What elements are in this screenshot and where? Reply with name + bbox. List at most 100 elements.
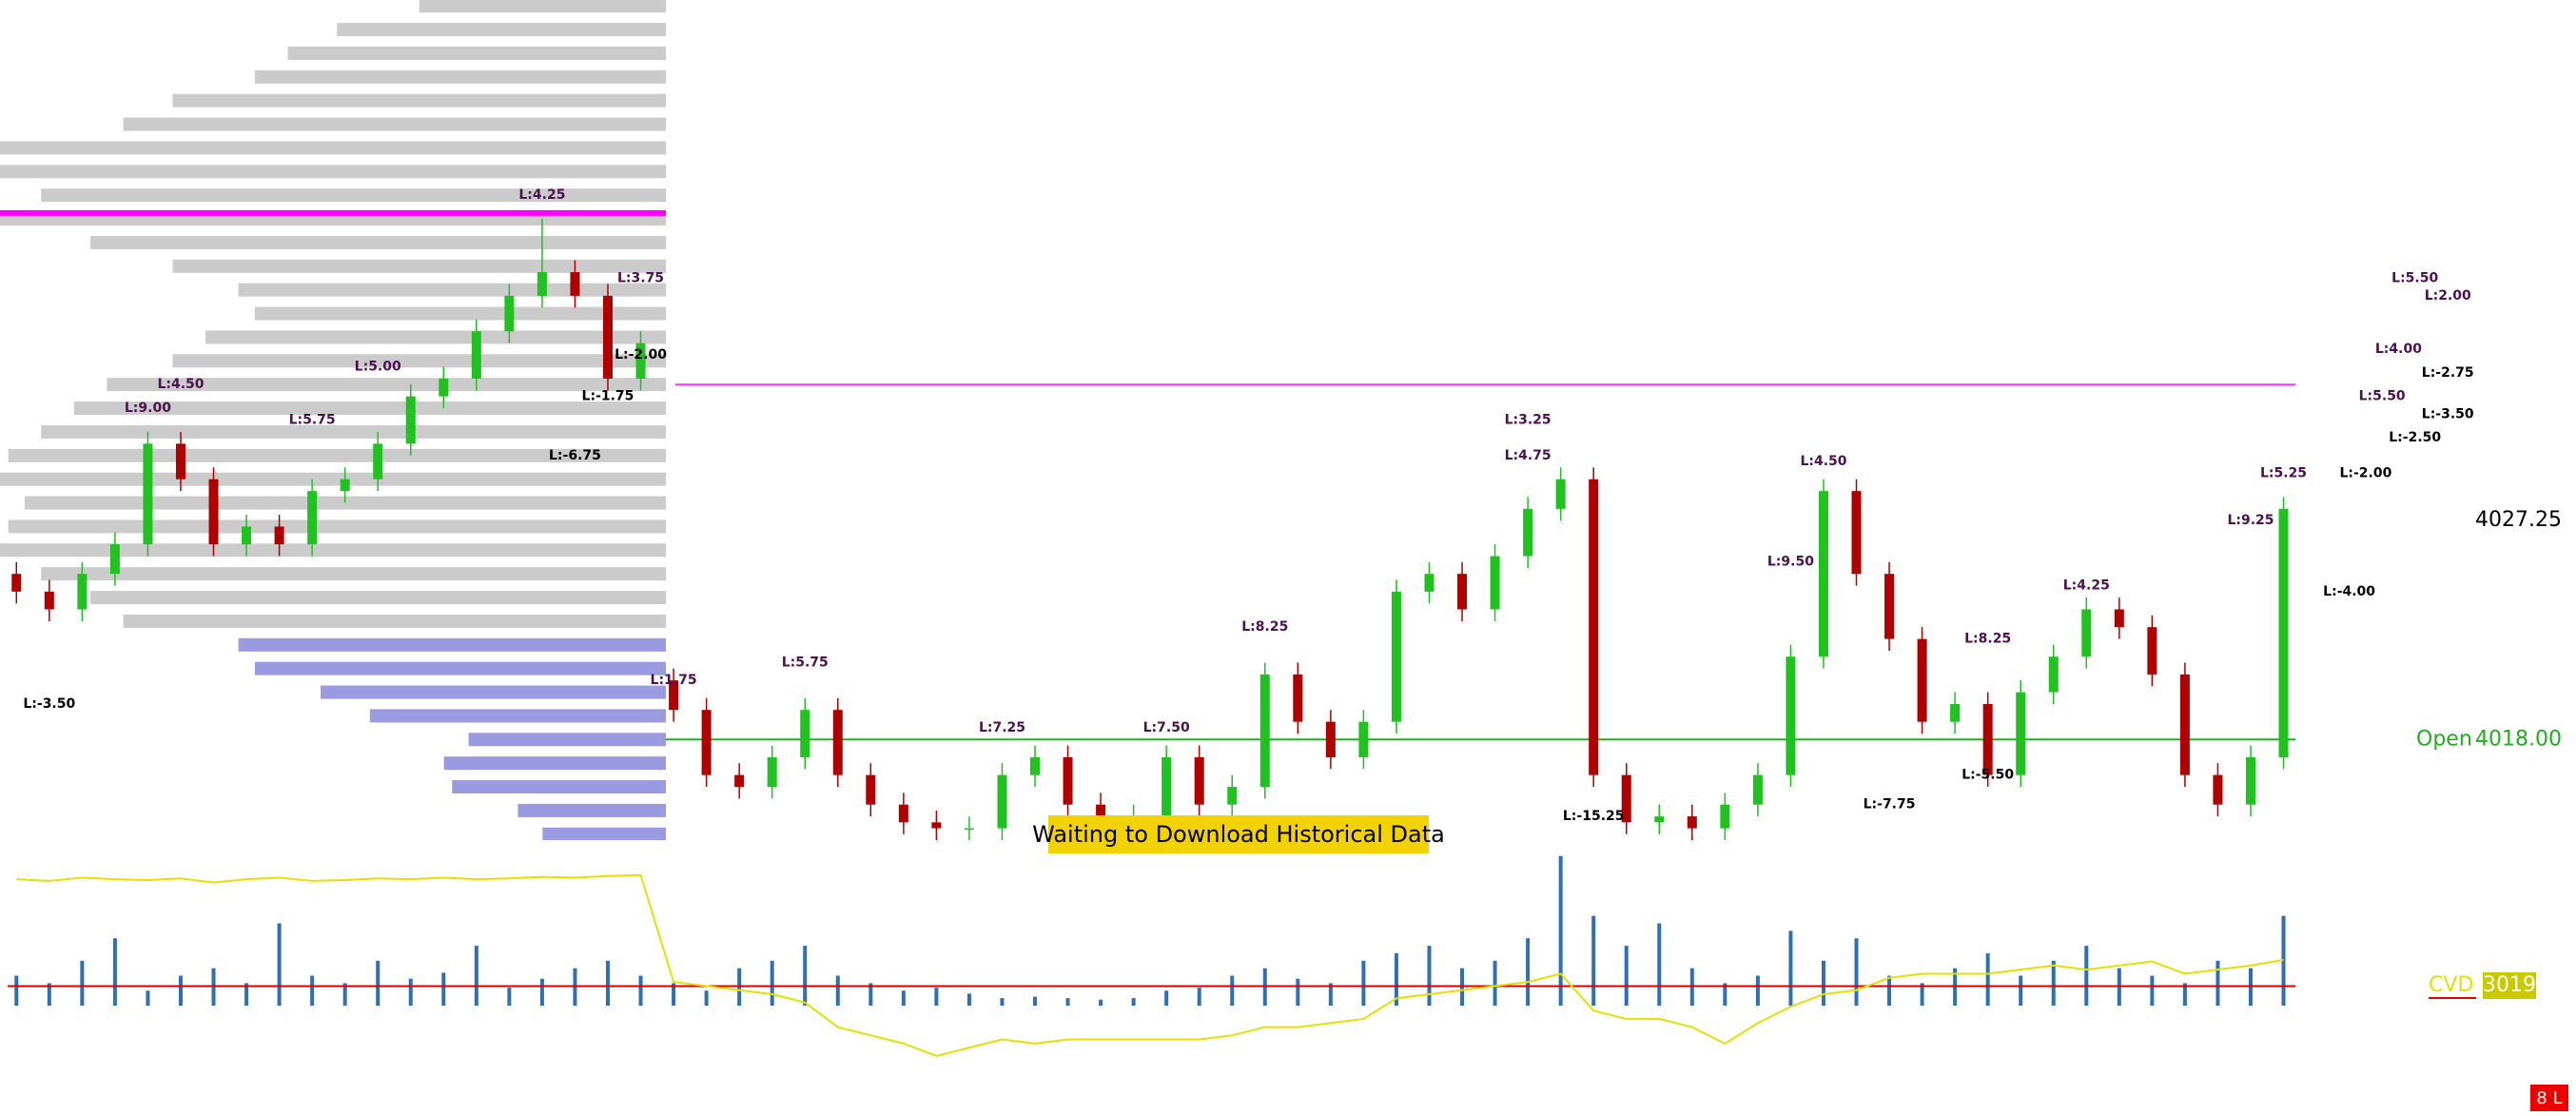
candle-body <box>1786 656 1796 775</box>
volume-bar <box>178 975 183 1006</box>
candle-body <box>635 343 646 379</box>
cvd-value: 3019 <box>2483 973 2536 997</box>
level-label: L:5.75 <box>289 413 336 428</box>
profile-bar <box>0 472 666 486</box>
level-label: L:5.50 <box>2391 270 2438 285</box>
profile-bar <box>107 378 666 392</box>
candle-body <box>2147 627 2157 675</box>
volume-bar <box>14 975 19 1006</box>
candle-body <box>307 491 318 545</box>
candle-body <box>866 774 876 805</box>
profile-bar <box>452 780 666 794</box>
candle-body <box>109 544 120 575</box>
candle-body <box>373 443 383 480</box>
candle-body <box>1063 756 1073 805</box>
status-text: Waiting to Download Historical Data <box>1032 821 1445 848</box>
volume-bar <box>539 978 544 1006</box>
candle-body <box>405 396 416 444</box>
candle-body <box>1818 491 1828 657</box>
candle-body <box>1884 574 1895 639</box>
volume-bar <box>1099 999 1103 1006</box>
candle-body <box>997 774 1007 829</box>
volume-bar <box>1131 998 1136 1006</box>
candle-body <box>1752 774 1763 805</box>
profile-bar <box>337 23 666 37</box>
level-label: L:4.75 <box>1505 448 1551 463</box>
volume-bar <box>2051 960 2056 1006</box>
volume-bar <box>1657 923 1662 1006</box>
profile-bar <box>321 685 666 699</box>
volume-bar <box>1755 975 1760 1006</box>
candle-body <box>1621 774 1631 823</box>
volume-bar <box>1591 915 1596 1006</box>
candle-body <box>1851 491 1862 575</box>
volume-bar <box>1000 998 1005 1006</box>
candle-body <box>964 828 974 831</box>
volume-bar <box>1526 938 1531 1006</box>
volume-bar <box>244 983 249 1006</box>
volume-bar <box>2182 983 2187 1006</box>
badge-text: 8 L <box>2536 1088 2562 1108</box>
volume-bar <box>868 983 873 1006</box>
candle-body <box>570 272 580 296</box>
profile-bar <box>0 141 666 155</box>
level-label: L:-2.75 <box>2422 365 2474 381</box>
profile-bar <box>254 661 666 675</box>
level-label: L:-7.75 <box>1864 797 1916 813</box>
level-label: L:-3.50 <box>23 696 75 712</box>
candle-body <box>767 756 777 788</box>
level-label: L:-6.75 <box>549 448 601 463</box>
volume-bar <box>1197 988 1201 1006</box>
candle-body <box>1457 574 1468 610</box>
candle-body <box>800 710 810 757</box>
volume-bar <box>638 975 643 1006</box>
volume-bar <box>1788 930 1793 1006</box>
profile-bar <box>238 283 666 297</box>
cvd-line <box>16 873 2284 1057</box>
profile-bar <box>90 235 667 249</box>
volume-bar <box>112 938 117 1006</box>
candle-body <box>11 574 22 592</box>
volume-bar <box>1164 990 1169 1006</box>
candle-body <box>1194 756 1204 805</box>
volume-bar <box>474 946 478 1006</box>
volume-bar <box>672 983 676 1006</box>
level-label: L:-3.50 <box>2422 406 2474 421</box>
candle-body <box>1720 804 1730 829</box>
volume-bar <box>1361 960 1366 1006</box>
candle-body <box>2245 756 2255 805</box>
candle-body <box>242 526 252 545</box>
volume-bar <box>1920 983 1924 1006</box>
volume-bar <box>2150 975 2155 1006</box>
candle-body <box>669 680 679 711</box>
candle-body <box>2179 674 2190 775</box>
candle-body <box>504 295 515 332</box>
candle-body <box>1589 479 1599 775</box>
candle-body <box>832 710 843 775</box>
profile-bar <box>8 519 667 534</box>
volume-bar <box>1854 938 1859 1006</box>
cvd-name: CVD <box>2429 973 2473 997</box>
candle-body <box>2114 609 2124 628</box>
volume-bar <box>835 975 840 1006</box>
level-label: L:7.50 <box>1143 720 1190 735</box>
candle-body <box>1424 574 1434 592</box>
level-label: L:5.50 <box>2359 389 2406 404</box>
volume-bar <box>2019 975 2023 1006</box>
level-label: L:3.75 <box>617 270 664 285</box>
candle-body <box>2278 508 2289 757</box>
volume-bar <box>80 960 85 1006</box>
candle-body <box>931 822 942 829</box>
candle-body <box>44 591 54 610</box>
volume-bar <box>770 960 774 1006</box>
level-label: L:-15.25 <box>1563 809 1625 824</box>
volume-bar <box>1493 960 1497 1006</box>
cvd-box <box>2483 972 2536 999</box>
candle-body <box>1096 804 1106 817</box>
candle-body <box>1917 638 1927 722</box>
profile-bar <box>369 709 666 723</box>
volume-bar <box>704 990 709 1006</box>
candle-body <box>1293 674 1303 722</box>
profile-bar <box>254 69 666 84</box>
level-label: L:-5.50 <box>1961 768 2014 783</box>
